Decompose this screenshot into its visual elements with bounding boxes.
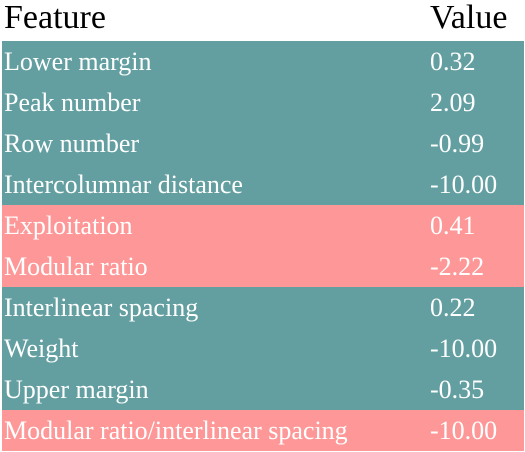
feature-cell: Exploitation xyxy=(4,211,133,240)
feature-cell: Intercolumnar distance xyxy=(4,170,243,199)
table-row: Lower margin 0.32 xyxy=(2,41,524,82)
value-cell: -10.00 xyxy=(430,416,498,445)
value-cell: 0.22 xyxy=(430,293,476,322)
table-row: Upper margin -0.35 xyxy=(2,369,524,410)
feature-cell: Lower margin xyxy=(4,47,152,76)
feature-cell: Upper margin xyxy=(4,375,149,404)
feature-cell: Modular ratio/interlinear spacing xyxy=(4,416,348,445)
feature-cell: Peak number xyxy=(4,88,141,117)
table-row: Modular ratio/interlinear spacing -10.00 xyxy=(2,410,524,451)
value-cell: -10.00 xyxy=(430,170,498,199)
table-row: Row number -0.99 xyxy=(2,123,524,164)
table-row: Intercolumnar distance -10.00 xyxy=(2,164,524,205)
value-cell: 0.32 xyxy=(430,47,476,76)
feature-cell: Modular ratio xyxy=(4,252,148,281)
feature-cell: Interlinear spacing xyxy=(4,293,199,322)
value-cell: 2.09 xyxy=(430,88,476,117)
table-row: Modular ratio -2.22 xyxy=(2,246,524,287)
value-cell: -0.99 xyxy=(430,129,485,158)
header-feature: Feature xyxy=(4,0,106,36)
header-value: Value xyxy=(430,0,508,36)
feature-cell: Weight xyxy=(4,334,79,363)
value-cell: 0.41 xyxy=(430,211,476,240)
table-row: Exploitation 0.41 xyxy=(2,205,524,246)
value-cell: -2.22 xyxy=(430,252,485,281)
table-row: Interlinear spacing 0.22 xyxy=(2,287,524,328)
table-row: Peak number 2.09 xyxy=(2,82,524,123)
feature-cell: Row number xyxy=(4,129,140,158)
table-row: Weight -10.00 xyxy=(2,328,524,369)
value-cell: -10.00 xyxy=(430,334,498,363)
value-cell: -0.35 xyxy=(430,375,485,404)
